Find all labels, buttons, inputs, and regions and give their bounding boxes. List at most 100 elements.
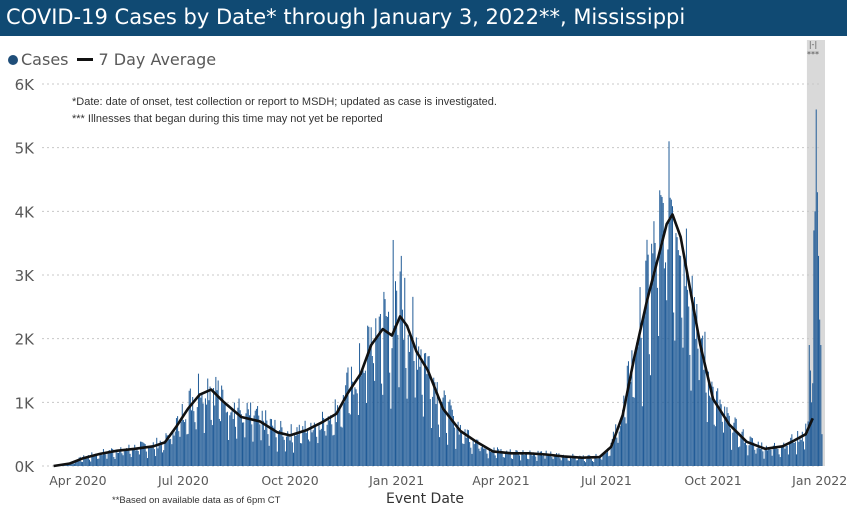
case-bar[interactable] (186, 434, 188, 466)
case-bar[interactable] (302, 426, 304, 466)
case-bar[interactable] (619, 426, 621, 466)
case-bar[interactable] (582, 455, 584, 466)
case-bar[interactable] (228, 439, 230, 466)
case-bar[interactable] (114, 458, 116, 466)
case-bar[interactable] (653, 221, 655, 466)
case-bar[interactable] (331, 424, 333, 466)
case-bar[interactable] (305, 433, 307, 466)
case-bar[interactable] (513, 452, 515, 466)
case-bar[interactable] (439, 437, 441, 466)
case-bar[interactable] (787, 454, 789, 466)
case-bar[interactable] (223, 404, 225, 466)
case-bar[interactable] (273, 427, 275, 466)
case-bar[interactable] (367, 325, 369, 466)
case-bar[interactable] (363, 373, 365, 466)
case-bar[interactable] (384, 299, 386, 466)
case-bar[interactable] (330, 415, 332, 466)
case-bar[interactable] (242, 422, 243, 466)
case-bar[interactable] (231, 409, 233, 466)
case-bar[interactable] (218, 418, 220, 466)
case-bar[interactable] (570, 457, 571, 466)
case-bar[interactable] (428, 355, 430, 466)
case-bar[interactable] (765, 445, 767, 466)
case-bar[interactable] (131, 449, 133, 466)
case-bar[interactable] (339, 406, 341, 466)
case-bar[interactable] (196, 407, 198, 466)
case-bar[interactable] (350, 366, 352, 466)
case-bar[interactable] (697, 348, 699, 466)
case-bar[interactable] (478, 448, 480, 466)
case-bar[interactable] (252, 441, 254, 466)
case-bar[interactable] (587, 455, 589, 466)
case-bar[interactable] (189, 388, 191, 466)
case-bar[interactable] (333, 434, 335, 466)
case-bar[interactable] (581, 457, 583, 466)
case-bar[interactable] (430, 428, 432, 466)
case-bar[interactable] (92, 454, 94, 466)
case-bar[interactable] (812, 383, 814, 466)
case-bar[interactable] (523, 455, 525, 466)
case-bar[interactable] (815, 109, 817, 466)
case-bar[interactable] (669, 197, 671, 466)
case-bar[interactable] (550, 451, 552, 466)
case-bar[interactable] (93, 455, 95, 466)
case-bar[interactable] (436, 382, 438, 466)
case-bar[interactable] (588, 454, 590, 466)
case-bar[interactable] (87, 455, 89, 466)
case-bar[interactable] (398, 387, 400, 466)
case-bar[interactable] (134, 444, 136, 466)
case-bar[interactable] (299, 443, 301, 466)
case-bar[interactable] (520, 460, 522, 466)
case-bar[interactable] (441, 401, 443, 466)
case-bar[interactable] (458, 434, 460, 466)
case-bar[interactable] (578, 457, 580, 466)
case-bar[interactable] (335, 422, 337, 466)
case-bar[interactable] (201, 394, 203, 466)
case-bar[interactable] (181, 403, 183, 466)
case-bar[interactable] (742, 429, 744, 466)
case-bar[interactable] (159, 440, 161, 466)
case-bar[interactable] (566, 456, 568, 466)
case-bar[interactable] (561, 456, 563, 466)
case-bar[interactable] (484, 448, 486, 466)
case-bar[interactable] (112, 448, 114, 466)
case-bar[interactable] (362, 367, 364, 466)
case-bar[interactable] (556, 453, 558, 466)
case-bar[interactable] (557, 456, 559, 466)
case-bar[interactable] (529, 450, 531, 466)
case-bar[interactable] (194, 422, 196, 466)
case-bar[interactable] (334, 399, 336, 466)
case-bar[interactable] (182, 419, 184, 466)
case-bar[interactable] (564, 457, 566, 466)
case-bar[interactable] (332, 435, 334, 466)
case-bar[interactable] (563, 454, 565, 466)
case-bar[interactable] (789, 441, 791, 466)
case-bar[interactable] (89, 459, 91, 466)
case-bar[interactable] (501, 451, 503, 466)
case-bar[interactable] (179, 436, 181, 466)
case-bar[interactable] (720, 404, 722, 466)
case-bar[interactable] (386, 316, 388, 466)
case-bar[interactable] (79, 456, 81, 466)
case-bar[interactable] (152, 442, 154, 466)
case-bar[interactable] (775, 446, 777, 466)
case-bar[interactable] (377, 334, 379, 466)
case-bar[interactable] (382, 394, 384, 466)
case-bar[interactable] (486, 453, 488, 466)
case-bar[interactable] (151, 445, 153, 466)
case-bar[interactable] (721, 421, 723, 466)
case-bar[interactable] (405, 368, 407, 466)
case-bar[interactable] (290, 424, 292, 466)
case-bar[interactable] (487, 458, 489, 466)
case-bar[interactable] (84, 458, 86, 466)
case-bar[interactable] (607, 448, 609, 466)
case-bar[interactable] (143, 443, 145, 466)
case-bar[interactable] (435, 404, 437, 466)
case-bar[interactable] (156, 437, 158, 466)
case-bar[interactable] (813, 230, 815, 466)
case-bar[interactable] (629, 384, 631, 466)
case-bar[interactable] (543, 455, 545, 466)
case-bar[interactable] (353, 394, 355, 466)
case-bar[interactable] (86, 456, 88, 466)
case-bar[interactable] (80, 461, 82, 466)
